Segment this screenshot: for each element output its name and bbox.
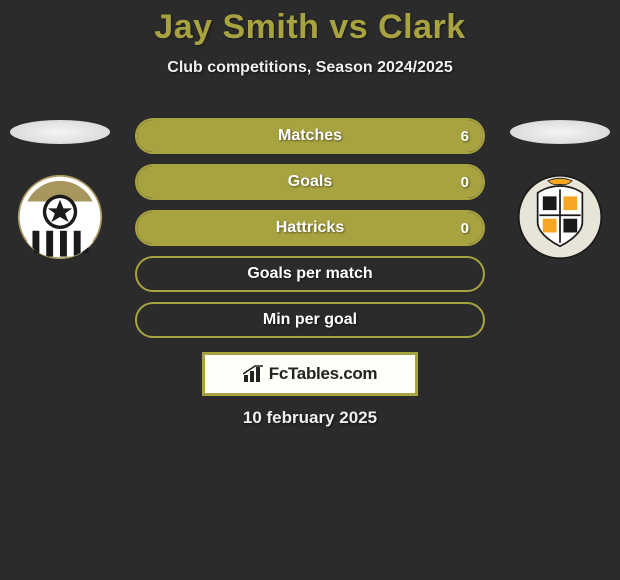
notts-county-crest-icon [17,174,103,260]
right-side [510,120,610,260]
port-vale-crest-icon [517,174,603,260]
stat-value-right: 0 [461,174,469,191]
player-slot-left [10,120,110,144]
subtitle: Club competitions, Season 2024/2025 [0,59,620,77]
page-title: Jay Smith vs Clark [0,0,620,47]
stat-row-matches: Matches 6 [135,118,485,154]
stat-label: Matches [278,127,342,145]
player-slot-right [510,120,610,144]
stat-label: Hattricks [276,219,344,237]
stat-label: Goals per match [247,265,372,283]
bar-chart-icon [243,365,265,383]
attribution-text: FcTables.com [269,364,378,384]
stat-row-goals-per-match: Goals per match [135,256,485,292]
stat-label: Min per goal [263,311,357,329]
stat-value-right: 6 [461,128,469,145]
stat-row-goals: Goals 0 [135,164,485,200]
stat-row-min-per-goal: Min per goal [135,302,485,338]
left-team-crest [17,174,103,260]
date-label: 10 february 2025 [0,408,620,428]
attribution-box: FcTables.com [202,352,418,396]
stat-label: Goals [288,173,332,191]
stat-rows: Matches 6 Goals 0 Hattricks 0 Goals per … [135,118,485,348]
stat-row-hattricks: Hattricks 0 [135,210,485,246]
stat-value-right: 0 [461,220,469,237]
fctables-logo: FcTables.com [243,364,378,384]
left-side [10,120,110,260]
right-team-crest [517,174,603,260]
